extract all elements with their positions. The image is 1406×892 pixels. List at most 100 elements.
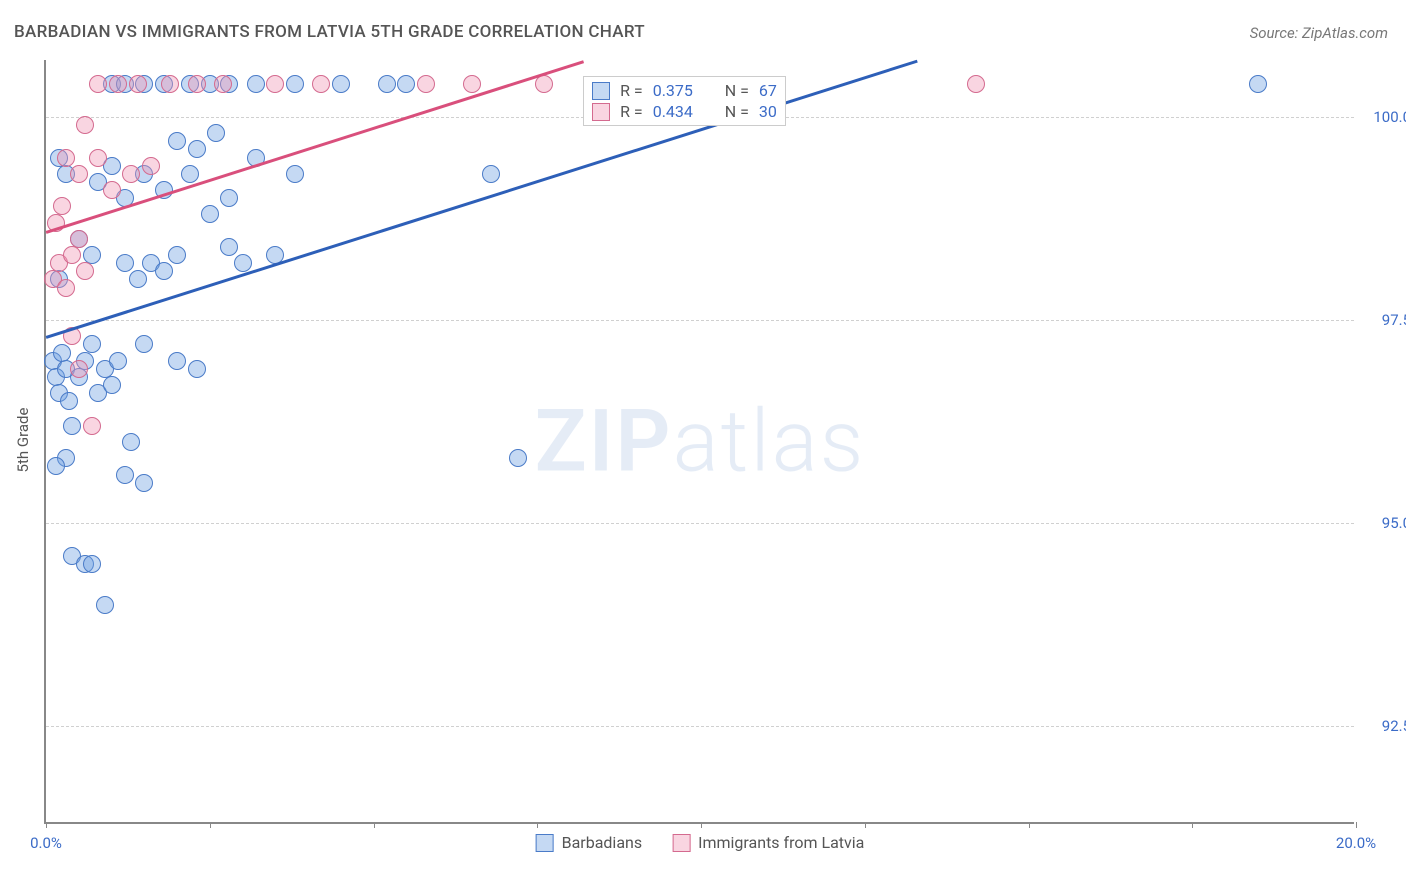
legend-swatch bbox=[536, 834, 554, 852]
n-value: 67 bbox=[759, 81, 777, 100]
scatter-point bbox=[332, 75, 350, 93]
legend-swatch bbox=[672, 834, 690, 852]
scatter-point bbox=[83, 555, 101, 573]
n-label: N = bbox=[725, 102, 749, 121]
scatter-point bbox=[53, 197, 71, 215]
scatter-point bbox=[89, 149, 107, 167]
scatter-point bbox=[103, 181, 121, 199]
legend-series-item: Barbadians bbox=[536, 833, 643, 852]
scatter-point bbox=[109, 352, 127, 370]
scatter-point bbox=[201, 205, 219, 223]
scatter-point bbox=[168, 352, 186, 370]
n-value: 30 bbox=[759, 102, 777, 121]
scatter-point bbox=[135, 335, 153, 353]
scatter-point bbox=[188, 360, 206, 378]
legend-series-label: Barbadians bbox=[562, 833, 643, 852]
scatter-point bbox=[53, 344, 71, 362]
scatter-point bbox=[463, 75, 481, 93]
chart-title: BARBADIAN VS IMMIGRANTS FROM LATVIA 5TH … bbox=[14, 22, 645, 42]
scatter-point bbox=[109, 75, 127, 93]
legend-series: Barbadians Immigrants from Latvia bbox=[536, 833, 865, 852]
legend-stats: R =0.375N =67R =0.434N =30 bbox=[583, 76, 786, 126]
scatter-point bbox=[188, 75, 206, 93]
scatter-point bbox=[482, 165, 500, 183]
x-tick bbox=[1029, 822, 1030, 828]
scatter-point bbox=[76, 116, 94, 134]
x-tick bbox=[537, 822, 538, 828]
scatter-point bbox=[103, 376, 121, 394]
x-tick bbox=[374, 822, 375, 828]
scatter-point bbox=[168, 132, 186, 150]
gridline-h bbox=[46, 726, 1354, 727]
scatter-point bbox=[397, 75, 415, 93]
y-tick-label: 97.5% bbox=[1362, 311, 1406, 329]
scatter-point bbox=[535, 75, 553, 93]
scatter-point bbox=[116, 466, 134, 484]
scatter-point bbox=[967, 75, 985, 93]
scatter-point bbox=[129, 270, 147, 288]
scatter-point bbox=[161, 75, 179, 93]
scatter-point bbox=[70, 165, 88, 183]
scatter-point bbox=[207, 124, 225, 142]
y-axis-label: 5th Grade bbox=[14, 408, 32, 473]
legend-series-item: Immigrants from Latvia bbox=[672, 833, 864, 852]
scatter-point bbox=[286, 165, 304, 183]
legend-swatch bbox=[592, 103, 610, 121]
scatter-point bbox=[188, 140, 206, 158]
x-tick-label: 20.0% bbox=[1336, 834, 1376, 852]
legend-stats-row: R =0.375N =67 bbox=[592, 81, 777, 100]
x-tick bbox=[701, 822, 702, 828]
r-label: R = bbox=[620, 102, 643, 121]
scatter-point bbox=[1249, 75, 1267, 93]
scatter-point bbox=[122, 433, 140, 451]
scatter-point bbox=[135, 474, 153, 492]
x-tick bbox=[1356, 822, 1357, 828]
legend-series-label: Immigrants from Latvia bbox=[698, 833, 864, 852]
n-label: N = bbox=[725, 81, 749, 100]
x-tick bbox=[1192, 822, 1193, 828]
plot-area: ZIPatlas 92.5%95.0%97.5%100.0%0.0%20.0%R… bbox=[44, 60, 1354, 824]
gridline-h bbox=[46, 320, 1354, 321]
gridline-h bbox=[46, 523, 1354, 524]
r-value: 0.434 bbox=[653, 102, 715, 121]
r-value: 0.375 bbox=[653, 81, 715, 100]
y-tick-label: 92.5% bbox=[1362, 717, 1406, 735]
scatter-point bbox=[181, 165, 199, 183]
x-tick bbox=[210, 822, 211, 828]
scatter-point bbox=[96, 596, 114, 614]
scatter-point bbox=[266, 75, 284, 93]
scatter-point bbox=[116, 254, 134, 272]
scatter-point bbox=[312, 75, 330, 93]
scatter-point bbox=[83, 335, 101, 353]
scatter-point bbox=[142, 157, 160, 175]
scatter-point bbox=[214, 75, 232, 93]
scatter-point bbox=[247, 75, 265, 93]
x-tick-label: 0.0% bbox=[30, 834, 62, 852]
y-tick-label: 95.0% bbox=[1362, 514, 1406, 532]
scatter-point bbox=[70, 230, 88, 248]
source-label: Source: ZipAtlas.com bbox=[1250, 24, 1388, 42]
scatter-point bbox=[89, 75, 107, 93]
scatter-point bbox=[234, 254, 252, 272]
scatter-point bbox=[417, 75, 435, 93]
scatter-point bbox=[47, 457, 65, 475]
scatter-point bbox=[220, 189, 238, 207]
scatter-point bbox=[168, 246, 186, 264]
scatter-point bbox=[220, 238, 238, 256]
scatter-point bbox=[286, 75, 304, 93]
scatter-point bbox=[76, 262, 94, 280]
y-tick-label: 100.0% bbox=[1362, 108, 1406, 126]
scatter-point bbox=[70, 360, 88, 378]
legend-swatch bbox=[592, 82, 610, 100]
scatter-point bbox=[63, 417, 81, 435]
scatter-point bbox=[57, 149, 75, 167]
watermark: ZIPatlas bbox=[535, 391, 866, 492]
scatter-point bbox=[129, 75, 147, 93]
watermark-light: atlas bbox=[673, 391, 866, 492]
trendline bbox=[46, 60, 918, 339]
scatter-point bbox=[122, 165, 140, 183]
scatter-point bbox=[83, 417, 101, 435]
scatter-point bbox=[509, 449, 527, 467]
scatter-point bbox=[63, 246, 81, 264]
x-tick bbox=[46, 822, 47, 828]
